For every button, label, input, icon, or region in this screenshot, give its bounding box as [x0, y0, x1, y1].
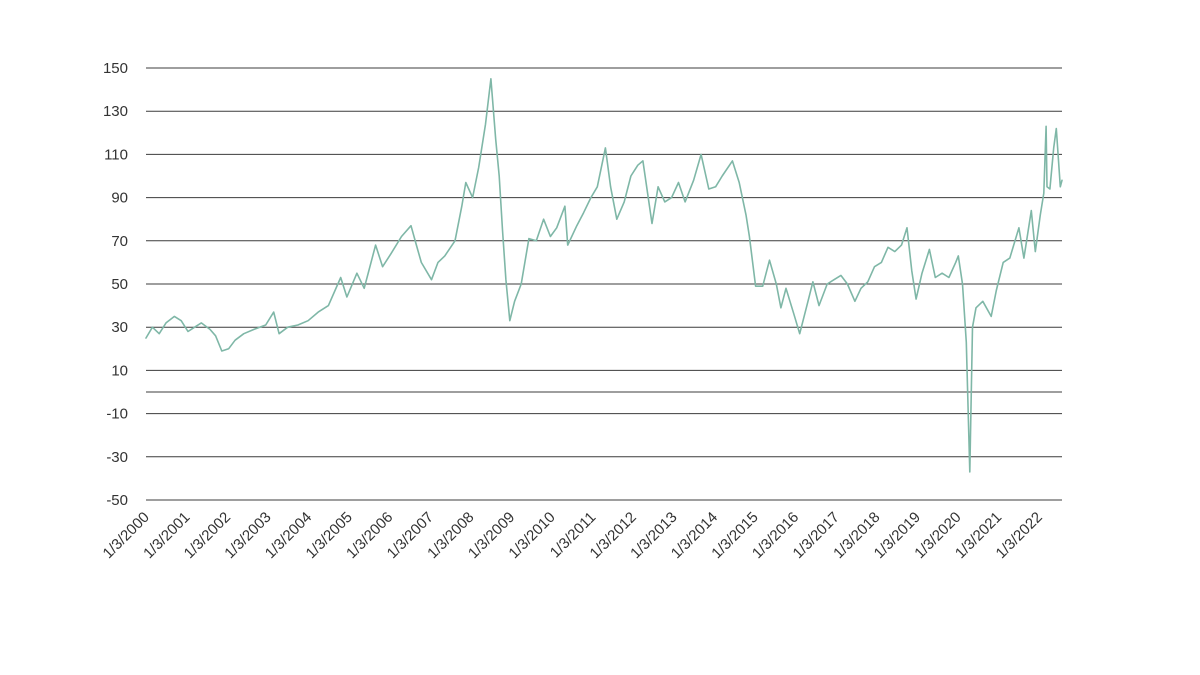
y-tick-label: 90: [111, 190, 128, 207]
y-axis-tick-labels: 150 130 110 90 70 50 30 10 -10 -30 -50: [103, 60, 128, 509]
y-tick-label: 10: [111, 362, 128, 379]
y-tick-label: -50: [106, 492, 128, 509]
series-group: [145, 78, 1063, 473]
y-tick-label: -10: [106, 406, 128, 423]
y-tick-label: 130: [103, 103, 128, 120]
gridlines: [146, 67, 1062, 501]
y-tick-label: 70: [111, 233, 128, 250]
y-tick-label: 110: [104, 146, 128, 163]
y-tick-label: 50: [111, 276, 128, 293]
x-axis-tick-labels: 1/3/20001/3/20011/3/20021/3/20031/3/2004…: [100, 509, 1046, 562]
series-line-0: [145, 78, 1063, 473]
y-tick-label: -30: [106, 449, 128, 466]
y-tick-label: 30: [111, 319, 128, 336]
y-tick-label: 150: [103, 60, 128, 77]
